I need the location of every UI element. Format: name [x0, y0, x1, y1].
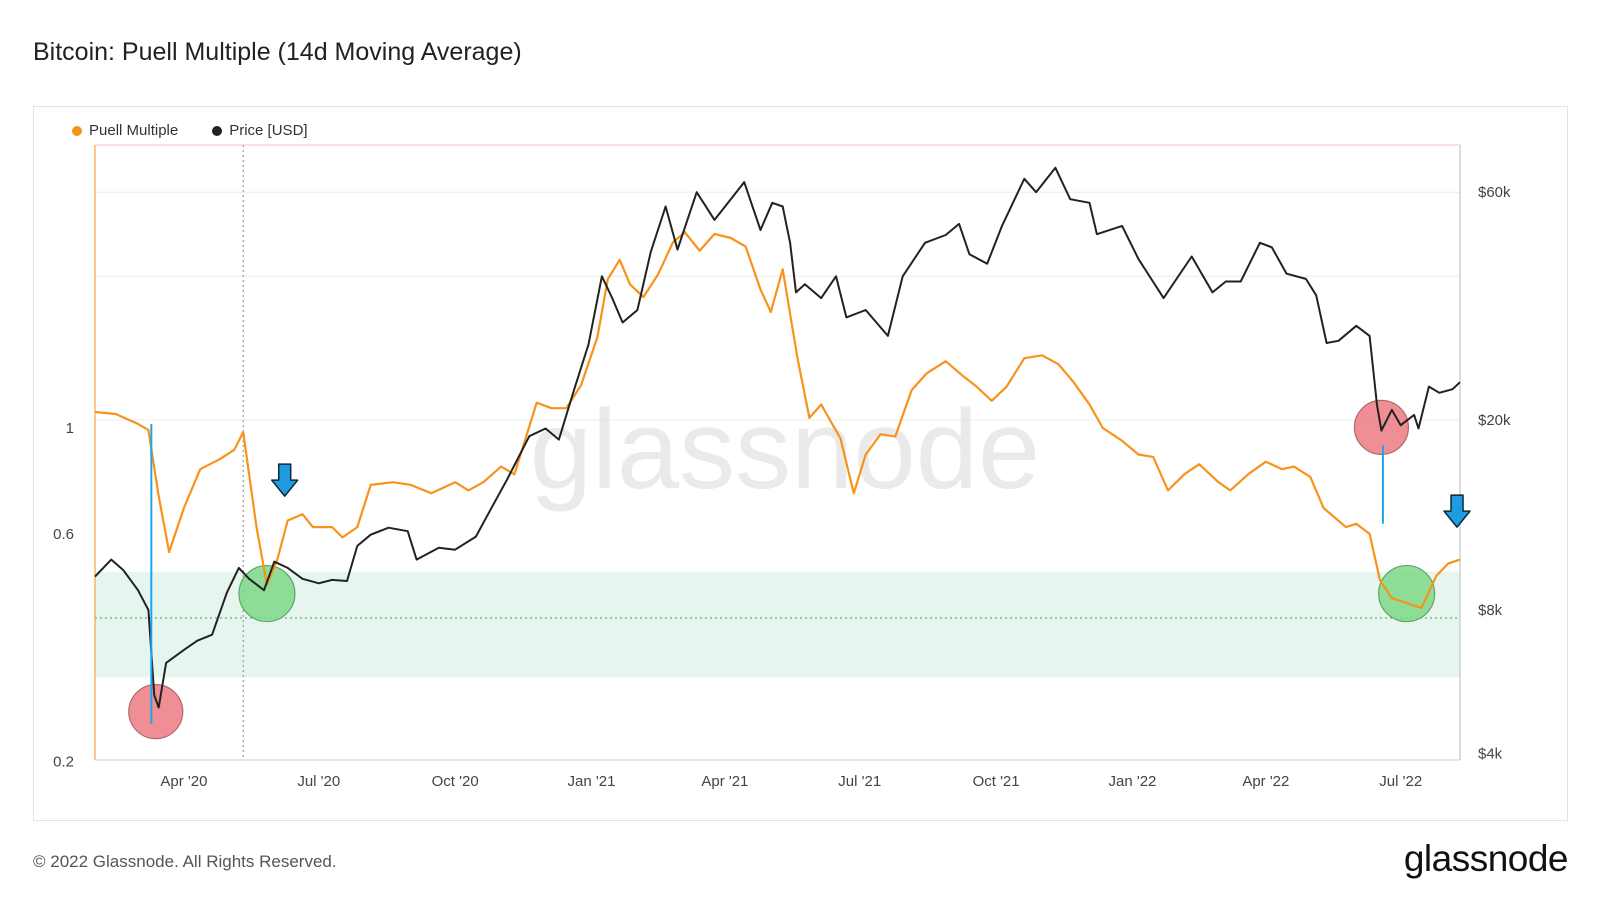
legend-item-puell[interactable]: Puell Multiple — [72, 122, 178, 139]
brand-logo: glassnode — [1403, 838, 1569, 879]
x-tick-label: Jul '20 — [297, 773, 340, 790]
y-right-tick-label: $60k — [1478, 184, 1511, 201]
x-tick-label: Apr '20 — [160, 773, 207, 790]
y-right-tick-label: $8k — [1478, 602, 1503, 619]
legend-dot-puell — [72, 125, 82, 136]
bottom-zone-circle — [1378, 564, 1436, 623]
chart-legend: Puell Multiple Price [USD] — [72, 122, 308, 139]
watermark: glassnode — [530, 387, 1041, 512]
bottom-zone-circle — [238, 564, 296, 623]
y-left-tick-label: 0.6 — [53, 526, 74, 543]
y-left-tick-label: 1 — [66, 420, 74, 437]
chart-title: Bitcoin: Puell Multiple (14d Moving Aver… — [33, 38, 522, 66]
x-tick-label: Jan '22 — [1109, 773, 1157, 790]
legend-label-puell: Puell Multiple — [89, 122, 179, 139]
x-tick-label: Jan '21 — [568, 773, 616, 790]
x-tick-label: Apr '21 — [701, 773, 748, 790]
x-tick-label: Apr '22 — [1242, 773, 1289, 790]
copyright-footer: © 2022 Glassnode. All Rights Reserved. — [33, 852, 337, 871]
accumulation-band — [95, 571, 1460, 678]
capitulation-circle — [128, 684, 184, 740]
y-right-tick-label: $20k — [1478, 412, 1511, 429]
puell-multiple-line[interactable] — [94, 231, 1461, 609]
x-tick-label: Jul '21 — [838, 773, 881, 790]
legend-label-price: Price [USD] — [229, 122, 308, 139]
y-right-tick-label: $4k — [1478, 746, 1503, 763]
x-tick-label: Jul '22 — [1379, 773, 1422, 790]
x-tick-label: Oct '20 — [432, 773, 479, 790]
price-line[interactable] — [94, 166, 1461, 709]
down-arrow-icon — [270, 463, 299, 497]
x-tick-label: Oct '21 — [973, 773, 1020, 790]
chart-panel — [33, 106, 1568, 821]
y-left-tick-label: 0.2 — [53, 754, 74, 771]
down-arrow-icon — [1443, 494, 1471, 528]
legend-dot-price — [212, 125, 223, 136]
legend-item-price[interactable]: Price [USD] — [212, 122, 308, 139]
